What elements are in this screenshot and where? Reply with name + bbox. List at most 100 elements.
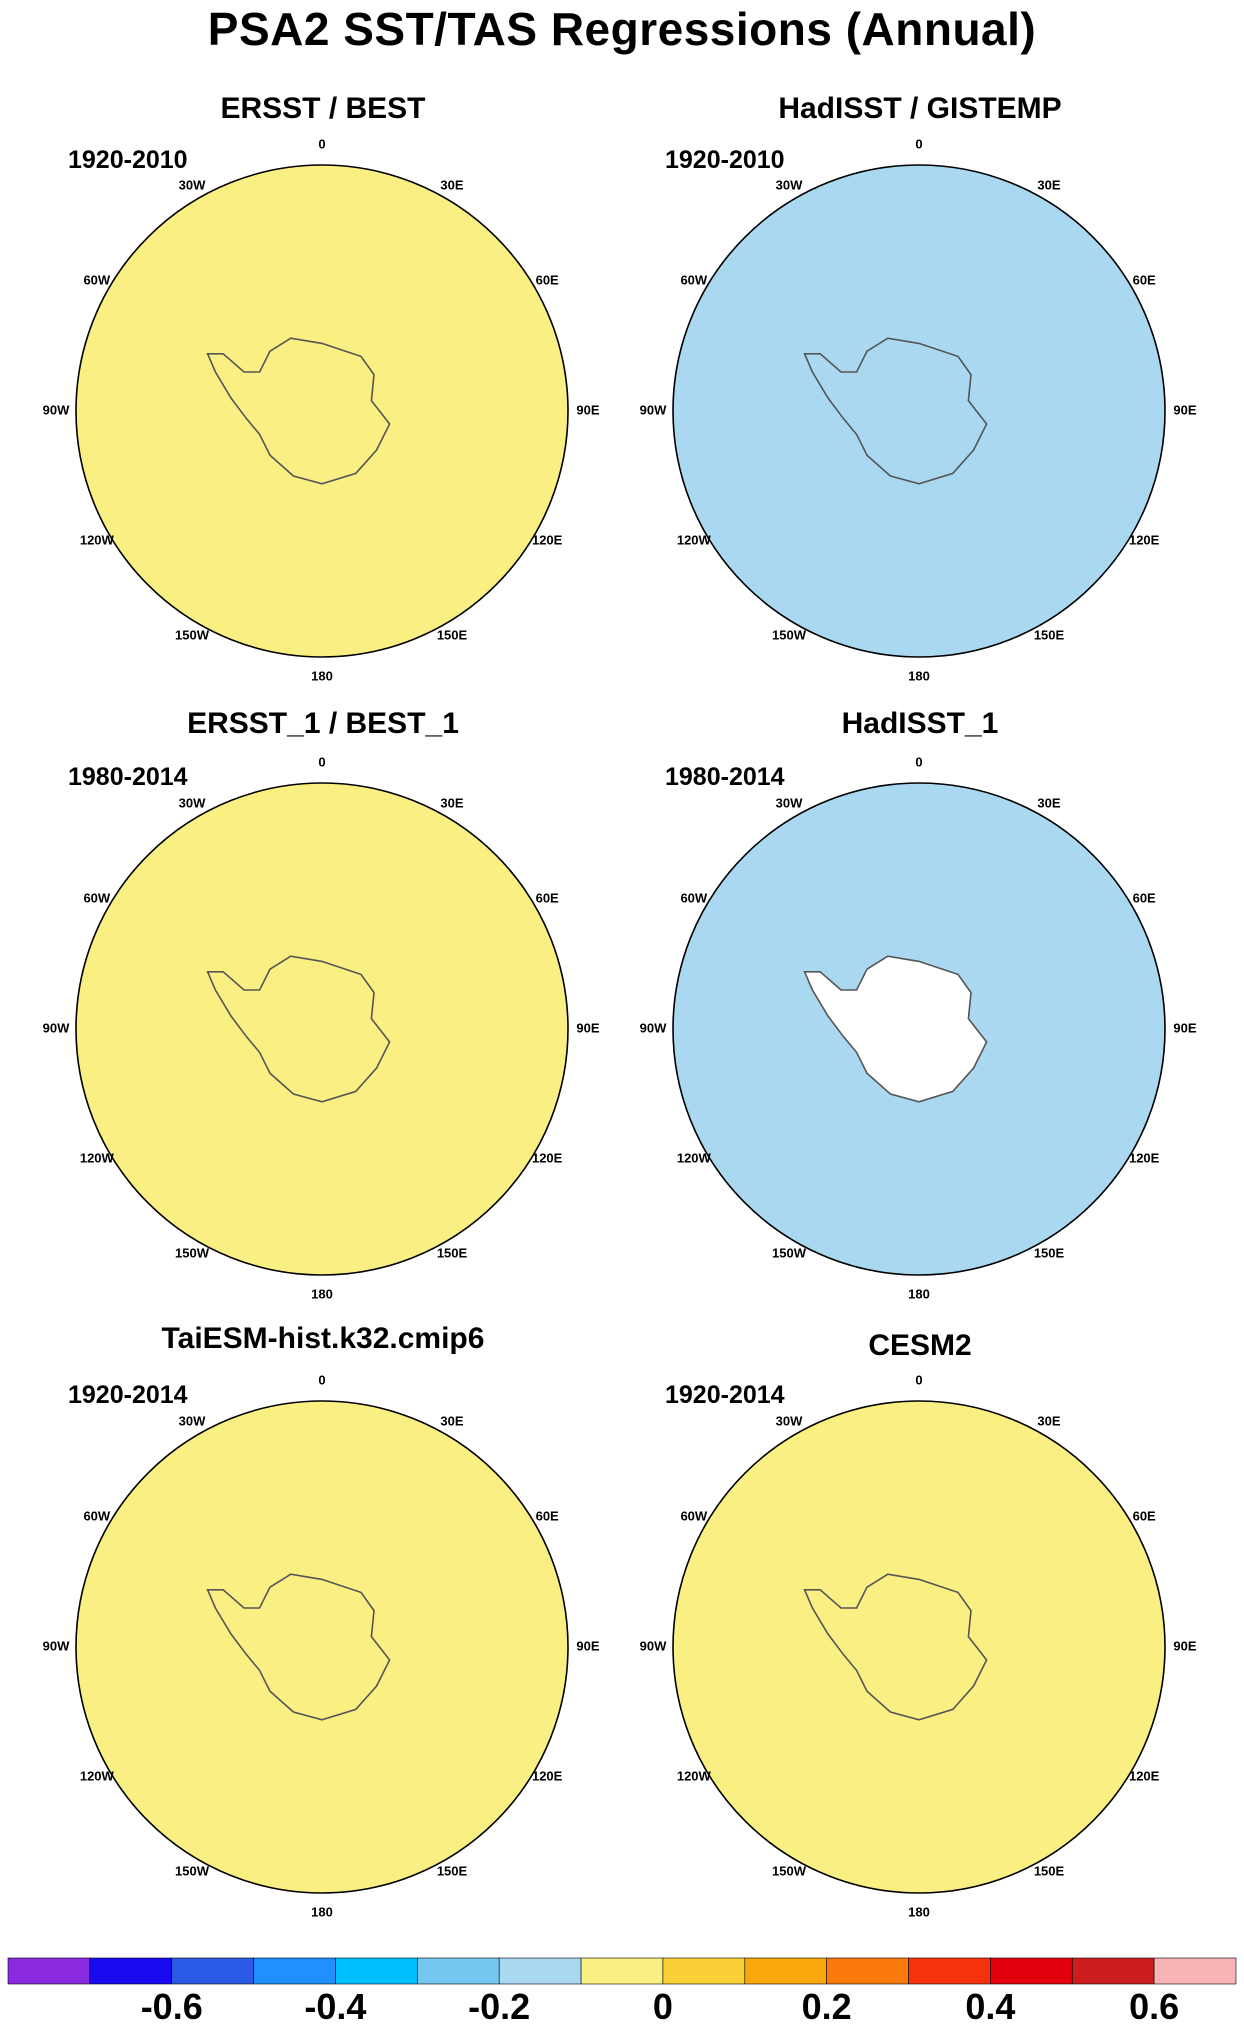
longitude-label: 150W <box>772 1864 807 1879</box>
map-field <box>76 165 568 657</box>
longitude-label: 0 <box>318 1372 325 1387</box>
longitude-label: 180 <box>311 1286 333 1301</box>
longitude-label: 30E <box>1037 177 1060 192</box>
longitude-label: 120E <box>1129 532 1160 547</box>
longitude-label: 180 <box>311 1904 333 1919</box>
longitude-label: 120W <box>80 1150 115 1165</box>
longitude-label: 0 <box>915 754 922 769</box>
longitude-label: 180 <box>908 668 930 683</box>
colorbar-label: -0.4 <box>304 1986 367 2027</box>
longitude-label: 60E <box>1133 1508 1156 1523</box>
longitude-label: 0 <box>318 136 325 151</box>
colorbar-label: 0.4 <box>965 1986 1016 2027</box>
longitude-label: 30E <box>440 1413 463 1428</box>
polar-map-2: 0 30E 60E 90E 120E 150E 180 150W 120W 90W 60W 30W <box>640 136 1197 683</box>
longitude-label: 60E <box>536 1508 559 1523</box>
longitude-label: 60E <box>1133 890 1156 905</box>
period-label-2: 1920-2010 <box>665 146 785 174</box>
map-field <box>673 1401 1165 1893</box>
longitude-label: 150W <box>175 1864 210 1879</box>
longitude-label: 150E <box>1034 1246 1065 1261</box>
colorbar-swatch <box>7 1957 91 1985</box>
panel-title-4: HadISST_1 <box>841 707 999 740</box>
colorbar-swatch <box>1071 1957 1155 1985</box>
antarctica-coastline <box>206 337 391 485</box>
longitude-label: 30W <box>776 795 803 810</box>
longitude-label: 90E <box>1173 1020 1196 1035</box>
panel-title-2: HadISST / GISTEMP <box>778 92 1062 125</box>
longitude-label: 90E <box>576 402 599 417</box>
antarctica-coastline <box>803 337 988 485</box>
antarctica-coastline <box>206 955 391 1103</box>
colorbar <box>7 1957 1237 1985</box>
polar-map-5: 0 30E 60E 90E 120E 150E 180 150W 120W 90W 60W 30W <box>43 1372 600 1919</box>
longitude-label: 120W <box>80 532 115 547</box>
longitude-label: 60E <box>536 272 559 287</box>
longitude-label: 90W <box>43 1638 70 1653</box>
antarctica-coastline <box>206 1573 391 1721</box>
longitude-label: 30W <box>179 1413 206 1428</box>
longitude-label: 60E <box>536 890 559 905</box>
longitude-label: 120W <box>677 532 712 547</box>
longitude-label: 150W <box>772 1246 807 1261</box>
map-border <box>75 1400 569 1894</box>
colorbar-swatch <box>744 1957 827 1985</box>
longitude-label: 150E <box>437 1864 468 1879</box>
colorbar-swatch <box>89 1957 173 1985</box>
panel-title-5: TaiESM-hist.k32.cmip6 <box>161 1322 485 1355</box>
longitude-label: 150E <box>1034 628 1065 643</box>
polar-map-4: 0 30E 60E 90E 120E 150E 180 150W 120W 90W 60W 30W <box>640 754 1197 1301</box>
longitude-label: 60W <box>83 890 110 905</box>
panel-title-6: CESM2 <box>868 1329 972 1362</box>
longitude-label: 60W <box>83 272 110 287</box>
colorbar-label: 0 <box>652 1986 673 2027</box>
longitude-label: 120E <box>532 532 563 547</box>
polar-maps: 0 30E 60E 90E 120E 150E 180 150W 120W 90W 60W 30W 0 3… <box>43 136 1197 1919</box>
period-label-5: 1920-2014 <box>68 1381 188 1409</box>
period-label-1: 1920-2010 <box>68 146 188 174</box>
longitude-label: 150W <box>175 1246 210 1261</box>
antarctica-coastline <box>803 955 988 1103</box>
longitude-label: 60W <box>680 272 707 287</box>
colorbar-swatch <box>171 1957 254 1985</box>
longitude-label: 120W <box>677 1768 712 1783</box>
polar-map-1: 0 30E 60E 90E 120E 150E 180 150W 120W 90W 60W 30W <box>43 136 600 683</box>
polar-map-6: 0 30E 60E 90E 120E 150E 180 150W 120W 90W 60W 30W <box>640 1372 1197 1919</box>
map-field <box>76 1401 568 1893</box>
longitude-label: 150E <box>437 1246 468 1261</box>
panel-title-3: ERSST_1 / BEST_1 <box>187 707 459 740</box>
main-title: PSA2 SST/TAS Regressions (Annual) <box>207 3 1037 55</box>
longitude-label: 150W <box>175 628 210 643</box>
longitude-label: 90W <box>640 1020 667 1035</box>
colorbar-swatch <box>1153 1957 1237 1985</box>
longitude-label: 30W <box>776 177 803 192</box>
longitude-label: 60W <box>83 1508 110 1523</box>
colorbar-swatch <box>417 1957 500 1985</box>
period-label-4: 1980-2014 <box>665 763 785 791</box>
longitude-label: 180 <box>908 1286 930 1301</box>
longitude-label: 60E <box>1133 272 1156 287</box>
colorbar-swatch <box>253 1957 336 1985</box>
longitude-label: 30E <box>440 177 463 192</box>
longitude-label: 90E <box>576 1638 599 1653</box>
longitude-label: 0 <box>915 1372 922 1387</box>
colorbar-swatch <box>908 1957 991 1985</box>
longitude-label: 0 <box>915 136 922 151</box>
map-field <box>76 783 568 1275</box>
longitude-label: 120E <box>532 1150 563 1165</box>
longitude-label: 150W <box>772 628 807 643</box>
map-border <box>672 164 1166 658</box>
longitude-label: 180 <box>311 668 333 683</box>
longitude-label: 30E <box>1037 795 1060 810</box>
colorbar-swatch <box>990 1957 1073 1985</box>
longitude-label: 30W <box>776 1413 803 1428</box>
colorbar-label: -0.2 <box>468 1986 531 2027</box>
longitude-label: 90W <box>43 1020 70 1035</box>
map-border <box>75 782 569 1276</box>
period-label-6: 1920-2014 <box>665 1381 785 1409</box>
longitude-label: 60W <box>680 1508 707 1523</box>
longitude-label: 180 <box>908 1904 930 1919</box>
longitude-label: 90E <box>576 1020 599 1035</box>
longitude-label: 90E <box>1173 1638 1196 1653</box>
longitude-label: 30W <box>179 795 206 810</box>
